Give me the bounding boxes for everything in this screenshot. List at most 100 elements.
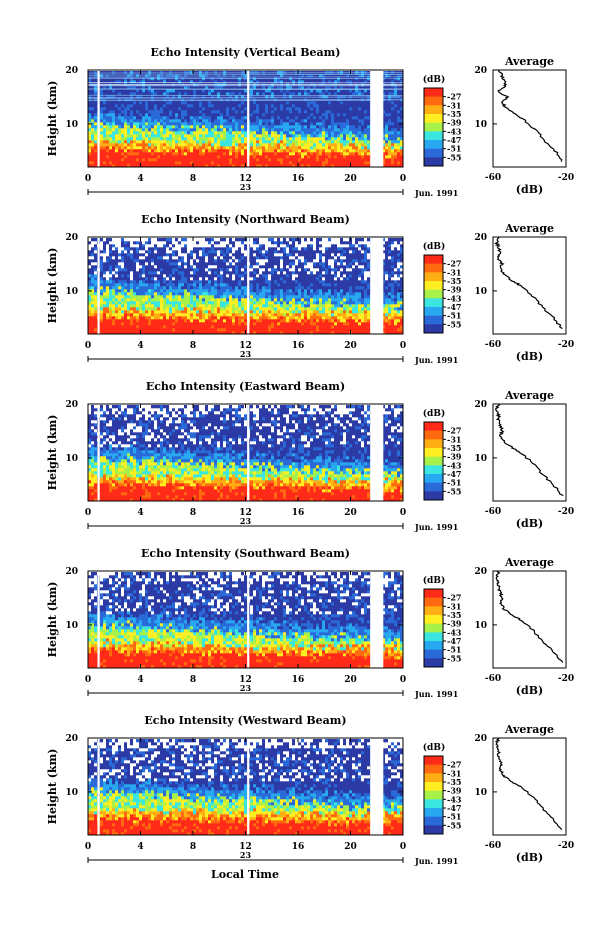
- profile-title: Average: [504, 222, 554, 235]
- panel-3: Echo Intensity (Southward Beam) 20 10 Heigh…: [46, 547, 574, 699]
- y-axis-label: Height (km): [46, 81, 59, 157]
- colorbar-swatch: [424, 597, 443, 607]
- colorbar-swatch: [424, 606, 443, 616]
- data-gap: [97, 237, 100, 334]
- colorbar-label: -39: [447, 285, 462, 295]
- x-tick-label: 8: [190, 842, 196, 852]
- colorbar-label: -27: [447, 259, 461, 269]
- panel-1: Echo Intensity (Northward Beam) 20 10 Heigh…: [46, 213, 574, 365]
- profile-x-label: (dB): [516, 684, 543, 697]
- missing-data: [370, 571, 384, 668]
- profile-x-tick-label: -60: [485, 340, 501, 350]
- colorbar-label: -39: [447, 452, 462, 462]
- y-tick-label: 10: [65, 287, 78, 297]
- colorbar-swatch: [424, 756, 443, 765]
- profile-y-tick-label: 10: [474, 788, 487, 798]
- colorbar-swatch: [424, 456, 443, 466]
- x-tick-label: 4: [137, 341, 143, 351]
- colorbar-label: -39: [447, 786, 462, 796]
- profile-x-tick-label: -20: [558, 507, 574, 517]
- colorbar-swatch: [424, 140, 443, 149]
- profile-y-tick-label: 20: [474, 66, 487, 76]
- colorbar-swatch: [424, 105, 443, 115]
- day-label: 23: [240, 516, 252, 526]
- profile-frame: [492, 236, 567, 335]
- x-tick-label: 0: [400, 675, 406, 685]
- colorbar-label: -39: [447, 118, 462, 128]
- x-tick-label: 20: [344, 842, 357, 852]
- colorbar-swatch: [424, 439, 443, 449]
- colorbar-label: -51: [447, 478, 461, 488]
- colorbar-label: -43: [447, 293, 462, 303]
- profile-x-label: (dB): [516, 183, 543, 196]
- x-tick-label: 20: [344, 675, 357, 685]
- colorbar-label: -35: [447, 109, 461, 119]
- missing-data: [370, 404, 384, 501]
- y-tick-label: 20: [65, 400, 78, 410]
- x-tick-label: 12: [239, 675, 252, 685]
- missing-data: [370, 70, 384, 167]
- colorbar-label: -47: [447, 469, 461, 479]
- colorbar-label: -47: [447, 135, 461, 145]
- colorbar-swatch: [424, 430, 443, 440]
- y-axis-label: Height (km): [46, 248, 59, 324]
- colorbar-frame: [423, 87, 444, 167]
- colorbar-swatch: [424, 448, 443, 457]
- x-tick-label: 0: [85, 842, 91, 852]
- colorbar-swatch: [424, 825, 443, 835]
- y-tick-label: 10: [65, 120, 78, 130]
- profile-x-tick-label: -60: [485, 173, 501, 183]
- x-tick-label: 0: [400, 842, 406, 852]
- date-label: Jun. 1991: [414, 689, 458, 699]
- colorbar-swatch: [424, 272, 443, 282]
- colorbar-label: -51: [447, 311, 461, 321]
- profile-y-tick-label: 10: [474, 287, 487, 297]
- profile-x-tick-label: -20: [558, 841, 574, 851]
- x-tick-label: 16: [292, 508, 305, 518]
- colorbar-label: -55: [447, 653, 461, 663]
- profile-x-tick-label: -20: [558, 173, 574, 183]
- panel-title: Echo Intensity (Westward Beam): [144, 714, 346, 727]
- colorbar-label: -47: [447, 302, 461, 312]
- colorbar-swatch: [424, 307, 443, 316]
- profile-y-tick-label: 10: [474, 120, 487, 130]
- data-gap: [97, 571, 100, 668]
- profile-x-label: (dB): [516, 851, 543, 864]
- colorbar-swatch: [424, 122, 443, 132]
- missing-data: [370, 738, 384, 835]
- colorbar-swatch: [424, 88, 443, 97]
- colorbar-label: -43: [447, 627, 462, 637]
- colorbar-label: -31: [447, 434, 461, 444]
- data-gap: [97, 738, 100, 835]
- colorbar-label: -47: [447, 636, 461, 646]
- colorbar-label: -55: [447, 486, 461, 496]
- colorbar-label: -51: [447, 645, 461, 655]
- colorbar-swatch: [424, 324, 443, 334]
- colorbar-swatch: [424, 281, 443, 290]
- colorbar-label: -51: [447, 812, 461, 822]
- profile-line: [495, 403, 564, 497]
- data-gap: [247, 237, 250, 334]
- y-tick-label: 10: [65, 788, 78, 798]
- colorbar-label: -55: [447, 152, 461, 162]
- profile-y-tick-label: 20: [474, 400, 487, 410]
- colorbar-unit: (dB): [423, 408, 445, 419]
- date-label: Jun. 1991: [414, 856, 458, 866]
- heatmap: [88, 238, 404, 335]
- y-axis-label: Height (km): [46, 415, 59, 491]
- profile-x-tick-label: -60: [485, 841, 501, 851]
- data-gap: [247, 70, 250, 167]
- colorbar-swatch: [424, 157, 443, 167]
- heatmap: [88, 405, 404, 502]
- x-tick-label: 16: [292, 675, 305, 685]
- profile-x-tick-label: -20: [558, 340, 574, 350]
- y-tick-label: 10: [65, 454, 78, 464]
- x-tick-label: 16: [292, 842, 305, 852]
- colorbar-swatch: [424, 315, 443, 325]
- colorbar-swatch: [424, 263, 443, 273]
- colorbar-swatch: [424, 491, 443, 501]
- colorbar-swatch: [424, 816, 443, 826]
- y-tick-label: 10: [65, 621, 78, 631]
- x-tick-label: 20: [344, 174, 357, 184]
- colorbar-swatch: [424, 148, 443, 158]
